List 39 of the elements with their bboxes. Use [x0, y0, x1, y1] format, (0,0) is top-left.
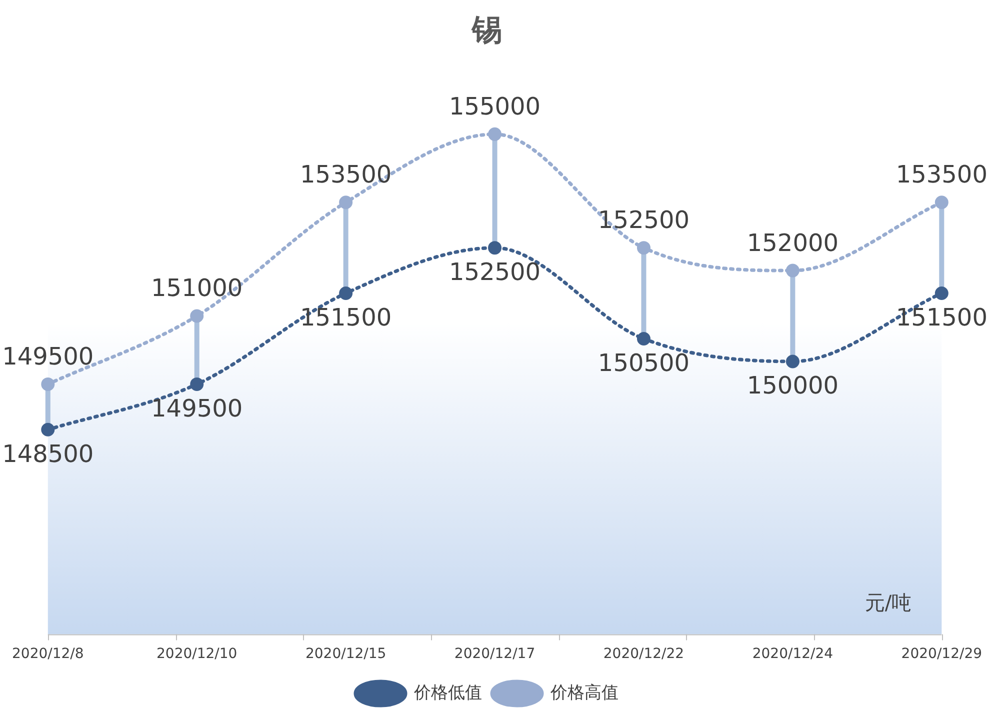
- point: [786, 264, 800, 278]
- x-tick-label: 2020/12/22: [603, 646, 684, 662]
- x-tick-label: 2020/12/17: [454, 646, 536, 662]
- data-label: 150000: [746, 372, 839, 400]
- point: [488, 241, 502, 255]
- point: [934, 286, 948, 300]
- point: [636, 332, 650, 346]
- point: [41, 422, 55, 436]
- chart-title: 锡: [471, 12, 502, 48]
- legend-label: 价格高值: [550, 682, 618, 703]
- point: [190, 377, 204, 391]
- legend-label: 价格低值: [413, 682, 482, 703]
- data-label: 151500: [300, 304, 392, 332]
- data-label: 153500: [896, 160, 988, 189]
- point: [636, 241, 650, 255]
- point: [190, 309, 204, 323]
- point: [339, 286, 353, 300]
- data-label: 150500: [598, 348, 690, 377]
- x-tick-label: 2020/12/15: [305, 646, 386, 662]
- point: [786, 354, 800, 368]
- point: [488, 127, 502, 141]
- data-label: 152000: [746, 228, 839, 257]
- data-label: 151500: [896, 304, 988, 332]
- data-label: 155000: [448, 92, 541, 120]
- data-label: 152500: [448, 258, 541, 286]
- data-label: 149500: [2, 342, 94, 370]
- data-label: 153500: [300, 160, 392, 189]
- point: [339, 196, 353, 210]
- data-label: 151000: [151, 274, 243, 302]
- x-tick-label: 2020/12/24: [752, 646, 834, 662]
- point: [41, 377, 55, 391]
- x-tick-label: 2020/12/10: [156, 646, 238, 662]
- data-label: 152500: [598, 206, 690, 234]
- x-tick-label: 2020/12/29: [901, 646, 982, 662]
- point: [934, 196, 948, 210]
- data-label: 149500: [151, 394, 243, 422]
- x-tick-label: 2020/12/8: [12, 646, 84, 662]
- data-label: 148500: [2, 440, 94, 468]
- annotation: 元/吨: [864, 590, 912, 614]
